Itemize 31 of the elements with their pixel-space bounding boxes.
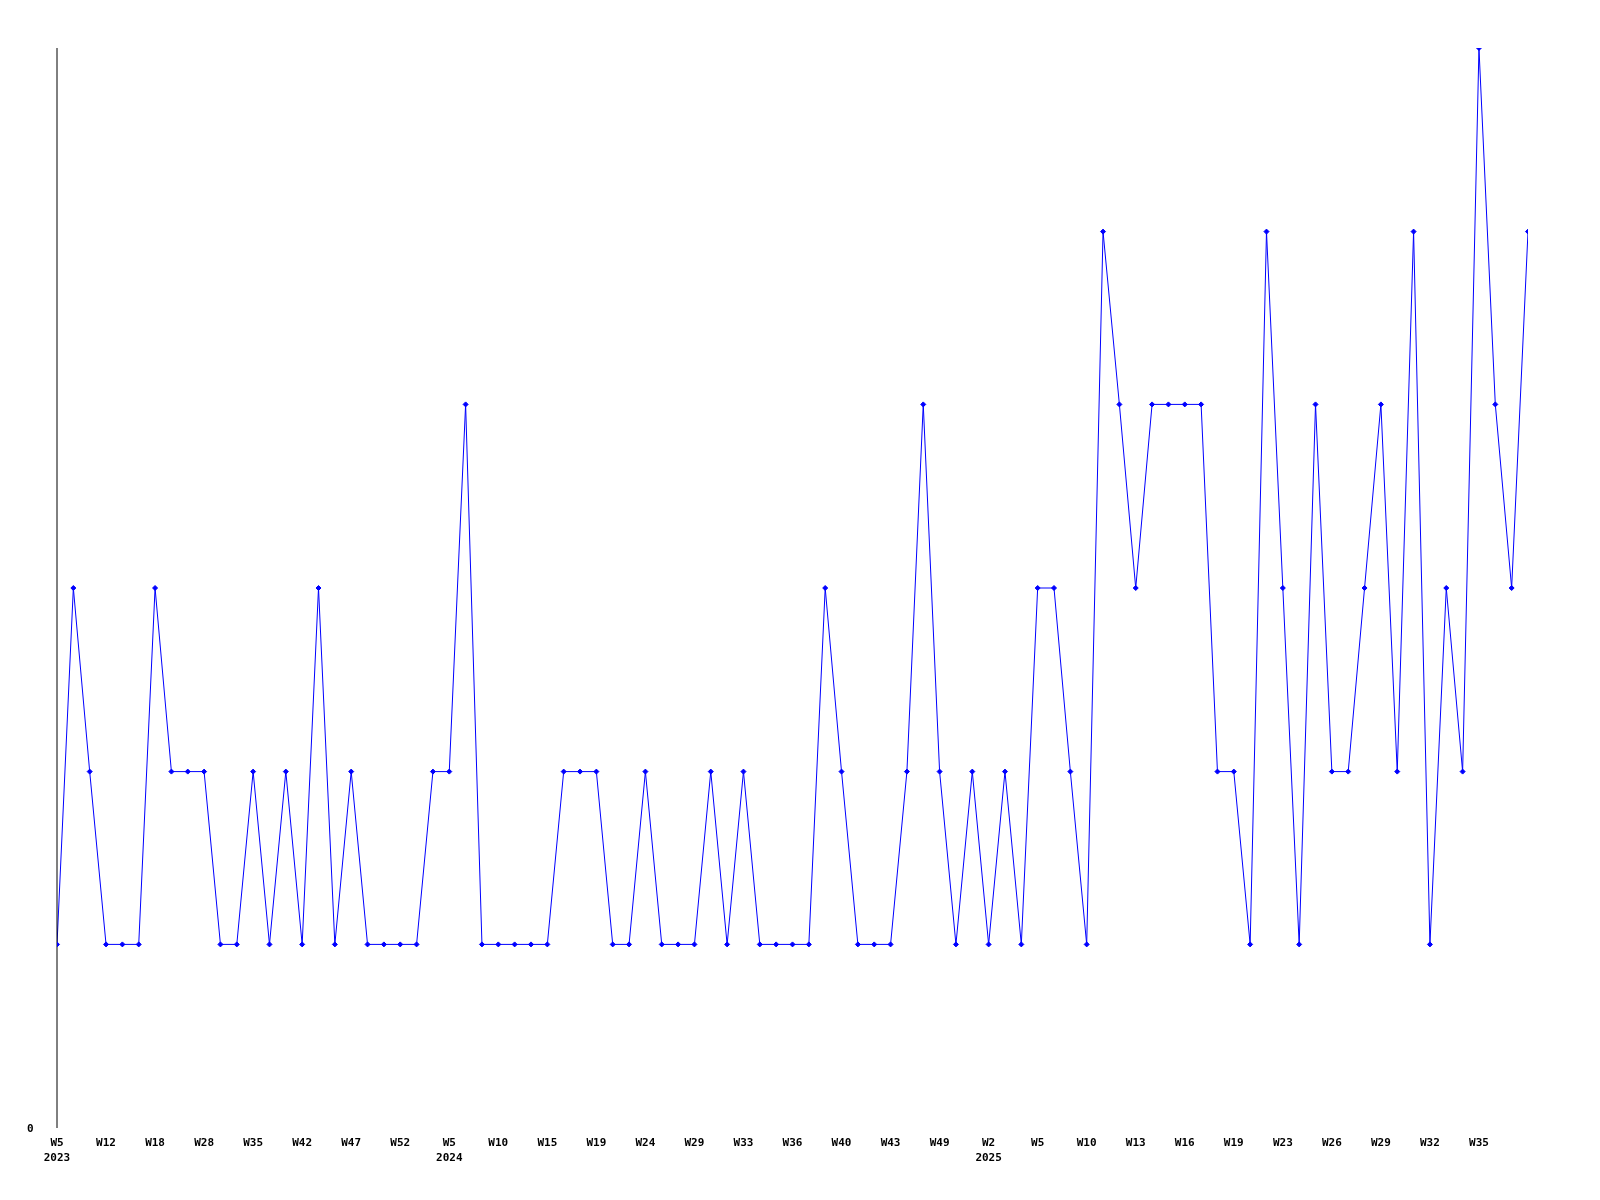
x-tick-label: W47 (341, 1136, 362, 1149)
x-tick-label: W10 (488, 1136, 509, 1149)
x-tick-label: W49 (929, 1136, 950, 1149)
x-tick-label: W36 (782, 1136, 803, 1149)
x-tick-label: W5 2023 (43, 1136, 71, 1164)
x-tick-label: W19 (1223, 1136, 1244, 1149)
x-tick-label: W29 (1370, 1136, 1391, 1149)
x-tick-label: W19 (586, 1136, 607, 1149)
x-tick-label: W15 (537, 1136, 558, 1149)
x-tick-label: W32 (1420, 1136, 1440, 1149)
x-tick-label: W2 2025 (975, 1136, 1002, 1164)
x-tick-label: W43 (880, 1136, 901, 1149)
x-tick-label: W13 (1125, 1136, 1146, 1149)
x-tick-label: W12 (96, 1136, 116, 1149)
x-tick-label: W16 (1174, 1136, 1196, 1149)
x-tick-label: W35 (243, 1136, 264, 1149)
x-tick-label: W52 (390, 1136, 411, 1149)
x-tick-label: W5 (1031, 1136, 1045, 1149)
x-tick-label: W33 (733, 1136, 754, 1149)
text: 0 (27, 1122, 34, 1135)
x-tick-label: W40 (831, 1136, 852, 1149)
x-tick-label: W26 (1321, 1136, 1343, 1149)
x-tick-label: W35 (1469, 1136, 1489, 1149)
x-tick-label: W18 (145, 1136, 165, 1149)
x-tick-label: W42 (292, 1136, 313, 1149)
x-tick-label: W23 (1272, 1136, 1293, 1149)
x-tick-label: W24 (635, 1136, 656, 1149)
x-tick-label: W29 (684, 1136, 705, 1149)
x-tick-label: W10 (1076, 1136, 1097, 1149)
x-tick-label: W5 2024 (436, 1136, 463, 1164)
x-tick-label: W28 (194, 1136, 215, 1149)
